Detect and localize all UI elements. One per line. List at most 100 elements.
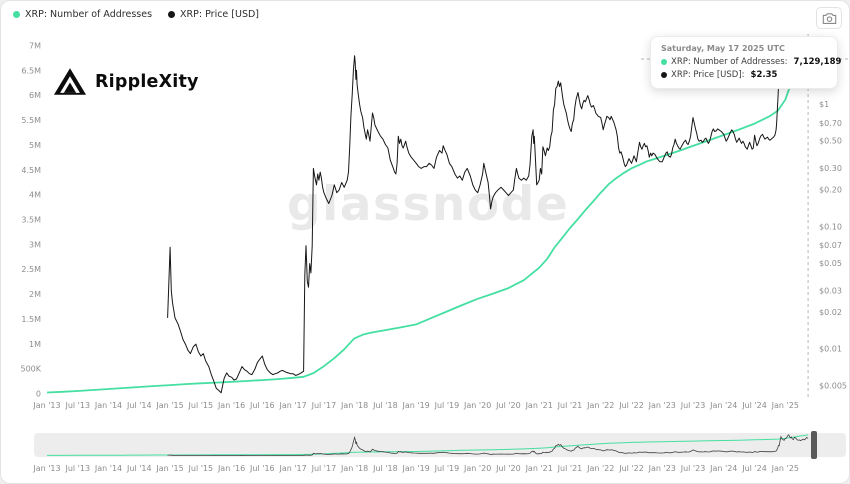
navigator-addresses-line: [47, 434, 809, 456]
left-axis-tick: 2.5M: [21, 265, 41, 274]
left-axis-tick: 1M: [29, 340, 41, 349]
right-axis-tick: $0.30: [819, 164, 842, 173]
navigator-range-handle[interactable]: [811, 431, 817, 459]
x-axis-tick: Jul '15: [188, 401, 214, 410]
navigator-x-tick: Jan '13: [32, 464, 60, 473]
left-axis-tick: 5M: [29, 141, 41, 150]
x-axis-tick: Jul '16: [249, 401, 275, 410]
left-axis-tick: 5.5M: [21, 116, 41, 125]
navigator-x-tick: Jan '25: [771, 464, 799, 473]
legend-item-price[interactable]: XRP: Price [USD]: [168, 9, 259, 20]
tooltip-value-addresses: 7,129,189: [793, 57, 842, 67]
x-axis-tick: Jan '22: [586, 401, 614, 410]
right-axis-tick: $0.50: [819, 137, 842, 146]
legend-label-addresses: XRP: Number of Addresses: [25, 9, 153, 20]
right-axis-tick: $0.70: [819, 119, 842, 128]
left-axis-tick: 2M: [29, 290, 41, 299]
camera-icon: [822, 12, 836, 24]
x-axis-tick: Jul '17: [311, 401, 337, 410]
right-axis-tick: $0.07: [819, 241, 842, 250]
x-axis-tick: Jan '13: [32, 401, 60, 410]
brand-name: RippleXity: [95, 71, 199, 92]
navigator-x-tick: Jul '19: [434, 464, 460, 473]
x-axis-tick: Jul '22: [618, 401, 644, 410]
navigator-x-tick: Jul '22: [618, 464, 644, 473]
price-legend-dot-icon: [168, 11, 176, 18]
navigator-x-tick: Jul '17: [311, 464, 337, 473]
left-axis-tick: 7M: [29, 42, 41, 51]
left-axis-tick: 4M: [29, 191, 41, 200]
addresses-dot-icon: [661, 59, 667, 65]
navigator-x-tick: Jul '13: [64, 464, 90, 473]
x-axis-tick: Jan '23: [648, 401, 676, 410]
x-axis-tick: Jul '21: [557, 401, 583, 410]
left-axis-tick: 1.5M: [21, 315, 41, 324]
left-axis-tick: 3M: [29, 240, 41, 249]
chart-legend: XRP: Number of Addresses XRP: Price [USD…: [13, 9, 259, 20]
x-axis-tick: Jan '16: [217, 401, 245, 410]
x-axis-tick: Jan '25: [771, 401, 799, 410]
tooltip-label-price: XRP: Price [USD]:: [671, 70, 745, 80]
navigator-x-tick: Jul '15: [188, 464, 214, 473]
right-axis-tick: $0.03: [819, 286, 842, 295]
x-axis-tick: Jan '17: [278, 401, 306, 410]
navigator-price-line: [167, 434, 809, 456]
navigator-x-tick: Jan '21: [525, 464, 553, 473]
x-axis-tick: Jul '18: [372, 401, 398, 410]
left-axis-tick: 3.5M: [21, 216, 41, 225]
legend-label-price: XRP: Price [USD]: [180, 9, 260, 20]
addresses-line: [46, 39, 809, 394]
right-axis-tick: $0.05: [819, 259, 842, 268]
crosshair-tooltip: Saturday, May 17 2025 UTC XRP: Number of…: [650, 36, 841, 89]
navigator-x-tick: Jan '22: [586, 464, 614, 473]
navigator-track[interactable]: [34, 433, 846, 457]
x-axis-tick: Jan '21: [525, 401, 553, 410]
x-axis-tick: Jul '24: [741, 401, 767, 410]
price-line: [167, 48, 809, 394]
left-axis-tick: 6M: [29, 91, 41, 100]
x-axis-tick: Jul '14: [126, 401, 152, 410]
x-axis-tick: Jan '20: [463, 401, 491, 410]
navigator-x-tick: Jul '20: [495, 464, 521, 473]
tooltip-value-price: $2.35: [750, 70, 778, 80]
right-axis-tick: $0.005: [819, 382, 847, 391]
tooltip-row-addresses: XRP: Number of Addresses: 7,129,189: [661, 57, 841, 67]
price-dot-icon: [661, 72, 667, 78]
x-axis-tick: Jan '19: [402, 401, 430, 410]
brand-triangle-logo-icon: [53, 68, 87, 95]
x-axis-tick: Jan '18: [340, 401, 368, 410]
x-axis-tick: Jul '20: [495, 401, 521, 410]
left-axis-tick: 500K: [20, 365, 41, 374]
right-axis-tick: $0.20: [819, 185, 842, 194]
navigator-x-tick: Jul '14: [126, 464, 152, 473]
navigator-x-tick: Jan '24: [709, 464, 737, 473]
x-axis-tick: Jul '13: [64, 401, 90, 410]
navigator-x-tick: Jan '20: [463, 464, 491, 473]
navigator-x-tick: Jul '23: [680, 464, 706, 473]
x-axis-tick: Jan '15: [155, 401, 183, 410]
navigator-x-tick: Jan '15: [155, 464, 183, 473]
left-axis-tick: 0: [36, 390, 41, 399]
navigator-x-tick: Jul '18: [372, 464, 398, 473]
right-axis-tick: $0.10: [819, 222, 842, 231]
x-axis-tick: Jul '19: [434, 401, 460, 410]
navigator-x-tick: Jan '18: [340, 464, 368, 473]
navigator-x-tick: Jan '17: [278, 464, 306, 473]
navigator-x-tick: Jul '24: [741, 464, 767, 473]
screenshot-camera-button[interactable]: [816, 7, 842, 29]
addresses-legend-dot-icon: [13, 11, 20, 18]
right-axis-tick: $1: [819, 100, 829, 109]
navigator-x-tick: Jan '14: [94, 464, 122, 473]
legend-item-addresses[interactable]: XRP: Number of Addresses: [13, 9, 152, 20]
brand-logo: RippleXity: [53, 67, 199, 96]
left-axis-tick: 4.5M: [21, 166, 41, 175]
x-axis-tick: Jan '14: [94, 401, 122, 410]
x-axis-tick: Jul '23: [680, 401, 706, 410]
navigator-x-tick: Jan '19: [402, 464, 430, 473]
x-axis-tick: Jan '24: [709, 401, 737, 410]
navigator-x-tick: Jul '21: [557, 464, 583, 473]
navigator-x-tick: Jan '23: [648, 464, 676, 473]
navigator-x-tick: Jul '16: [249, 464, 275, 473]
